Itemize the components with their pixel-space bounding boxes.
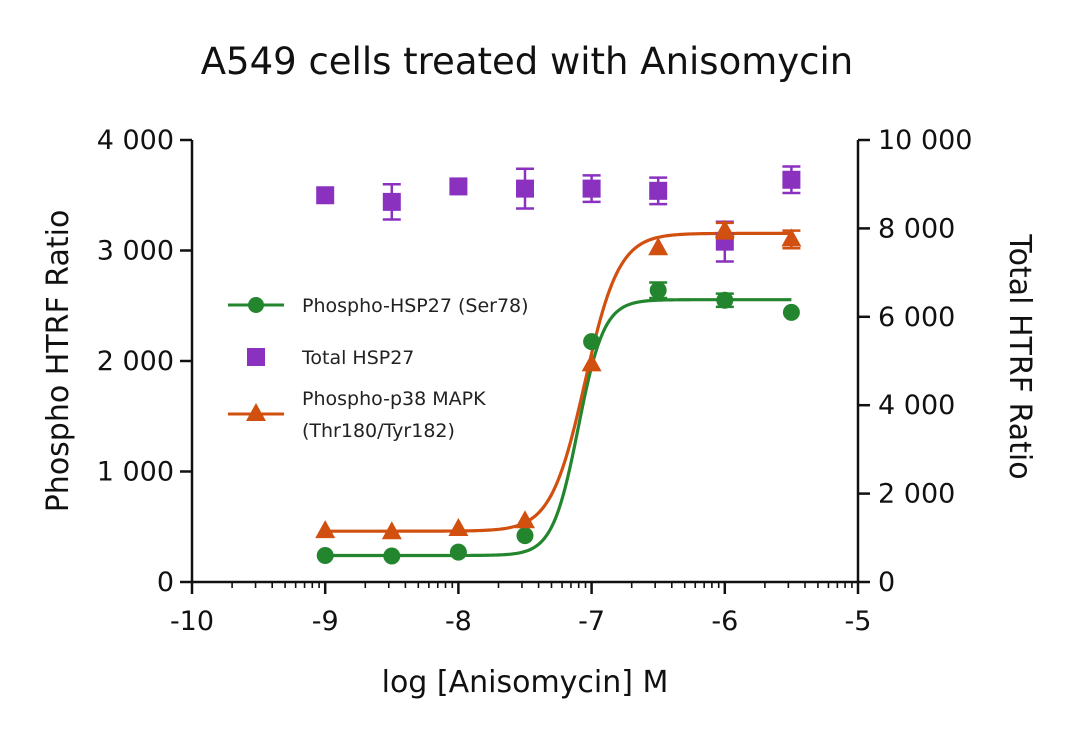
fit-curve xyxy=(325,298,792,558)
legend: Phospho-HSP27 (Ser78) Total HSP27 Phosph… xyxy=(228,295,529,442)
right-tick-label: 2 000 xyxy=(878,479,955,510)
data-point-phospho-hsp27 xyxy=(383,547,401,565)
data-point-phospho-p38 xyxy=(581,353,602,372)
data-point-phospho-hsp27 xyxy=(316,546,334,564)
left-ticks: 0 1 000 2 000 3 000 4 000 xyxy=(97,125,192,598)
data-point-phospho-hsp27 xyxy=(716,291,734,309)
left-tick-label: 2 000 xyxy=(97,346,174,377)
legend-item-phospho-p38: Phospho-p38 MAPK (Thr180/Tyr182) xyxy=(228,388,486,442)
x-tick-label: -7 xyxy=(578,606,605,637)
legend-marker-triangle xyxy=(246,403,266,421)
legend-marker-circle xyxy=(248,297,264,313)
left-tick-label: 0 xyxy=(157,567,174,598)
data-point-phospho-p38 xyxy=(648,237,669,256)
x-tick-label: -5 xyxy=(845,606,872,637)
data-point-phospho-hsp27 xyxy=(449,543,467,561)
data-point-phospho-hsp27 xyxy=(583,333,601,351)
y-left-axis-title: Phospho HTRF Ratio xyxy=(41,210,76,513)
right-tick-label: 0 xyxy=(878,567,895,598)
data-point-total-hsp27 xyxy=(649,181,668,200)
legend-label-phospho-p38: Phospho-p38 MAPK xyxy=(302,388,486,410)
data-point-total-hsp27 xyxy=(582,179,601,198)
data-point-phospho-p38 xyxy=(714,219,735,238)
y-right-axis-title: Total HTRF Ratio xyxy=(1002,233,1037,479)
data-point-phospho-p38 xyxy=(781,228,802,247)
legend-item-phospho-hsp27: Phospho-HSP27 (Ser78) xyxy=(228,295,529,317)
data-point-total-hsp27 xyxy=(782,170,801,189)
left-tick-label: 4 000 xyxy=(97,125,174,156)
x-axis: -10 -9 -8 -7 -6 -5 xyxy=(170,580,872,637)
right-tick-label: 8 000 xyxy=(878,213,955,244)
x-tick-label: -6 xyxy=(711,606,738,637)
x-tick-label: -8 xyxy=(445,606,472,637)
right-axis: 0 2 000 4 000 6 000 8 000 10 000 xyxy=(856,125,972,598)
legend-item-total-hsp27: Total HSP27 xyxy=(247,347,414,369)
data-point-phospho-p38 xyxy=(381,521,402,540)
data-point-phospho-p38 xyxy=(315,520,336,539)
plot-area xyxy=(315,165,802,565)
right-tick-label: 4 000 xyxy=(878,390,955,421)
x-tick-label: -10 xyxy=(170,606,214,637)
data-point-total-hsp27 xyxy=(316,186,335,205)
data-point-phospho-hsp27 xyxy=(649,281,667,299)
data-point-total-hsp27 xyxy=(449,177,468,196)
x-ticks: -10 -9 -8 -7 -6 -5 xyxy=(170,582,872,637)
data-point-total-hsp27 xyxy=(516,179,534,198)
data-point-phospho-hsp27 xyxy=(516,527,534,545)
legend-marker-square xyxy=(247,348,265,366)
data-point-total-hsp27 xyxy=(382,192,401,211)
data-point-phospho-hsp27 xyxy=(782,303,800,321)
fit-curve xyxy=(325,231,792,533)
chart-title: A549 cells treated with Anisomycin xyxy=(201,40,854,83)
x-axis-title: log [Anisomycin] M xyxy=(382,665,669,700)
x-tick-label: -9 xyxy=(312,606,339,637)
legend-label-phospho-hsp27: Phospho-HSP27 (Ser78) xyxy=(302,295,529,317)
left-tick-label: 3 000 xyxy=(97,236,174,267)
right-tick-label: 10 000 xyxy=(878,125,972,156)
left-tick-label: 1 000 xyxy=(97,457,174,488)
data-point-phospho-p38 xyxy=(515,510,535,529)
data-point-phospho-p38 xyxy=(448,517,469,536)
legend-label-phospho-p38-sites: (Thr180/Tyr182) xyxy=(302,420,455,442)
right-tick-label: 6 000 xyxy=(878,302,955,333)
legend-label-total-hsp27: Total HSP27 xyxy=(301,347,414,369)
left-axis: 0 1 000 2 000 3 000 4 000 xyxy=(97,125,194,598)
right-ticks: 0 2 000 4 000 6 000 8 000 10 000 xyxy=(858,125,972,598)
